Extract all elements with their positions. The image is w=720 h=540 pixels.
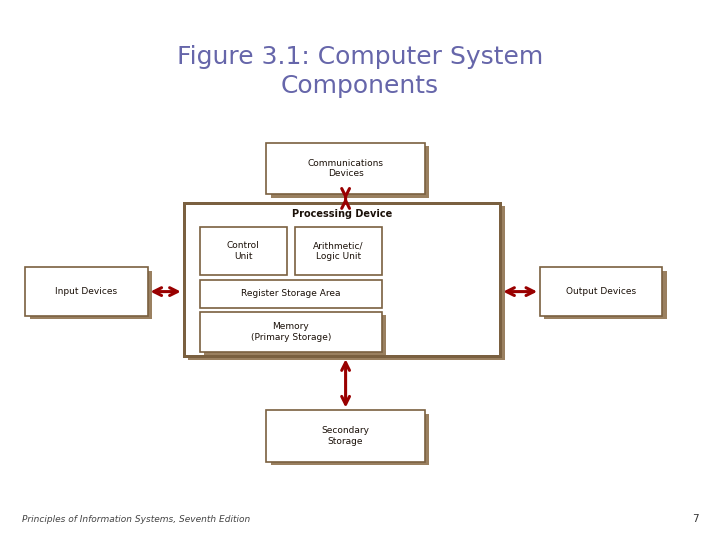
Text: Principles of Information Systems, Seventh Edition: Principles of Information Systems, Seven… <box>22 515 250 524</box>
Text: Register Storage Area: Register Storage Area <box>241 289 341 298</box>
Bar <box>184 202 500 356</box>
Text: Control
Unit: Control Unit <box>227 241 260 261</box>
Text: Secondary
Storage: Secondary Storage <box>322 427 369 446</box>
Bar <box>271 414 429 465</box>
Bar <box>266 410 425 462</box>
Bar <box>544 271 667 319</box>
Bar <box>271 146 429 198</box>
Bar <box>200 280 382 308</box>
Bar <box>266 143 425 194</box>
Bar <box>200 312 382 352</box>
Bar <box>204 315 386 355</box>
Text: Components: Components <box>281 75 439 98</box>
Text: Input Devices: Input Devices <box>55 287 117 296</box>
Bar <box>540 267 662 316</box>
Text: Memory
(Primary Storage): Memory (Primary Storage) <box>251 322 331 341</box>
Bar <box>188 206 505 360</box>
Text: Processing Device: Processing Device <box>292 210 392 219</box>
Text: Arithmetic/
Logic Unit: Arithmetic/ Logic Unit <box>313 241 364 261</box>
Bar <box>30 271 152 319</box>
Text: 7: 7 <box>692 515 698 524</box>
Bar <box>295 227 382 275</box>
Text: Output Devices: Output Devices <box>566 287 636 296</box>
Text: Communications
Devices: Communications Devices <box>307 159 384 178</box>
Bar <box>25 267 148 316</box>
Bar <box>200 227 287 275</box>
Text: Figure 3.1: Computer System: Figure 3.1: Computer System <box>177 45 543 69</box>
